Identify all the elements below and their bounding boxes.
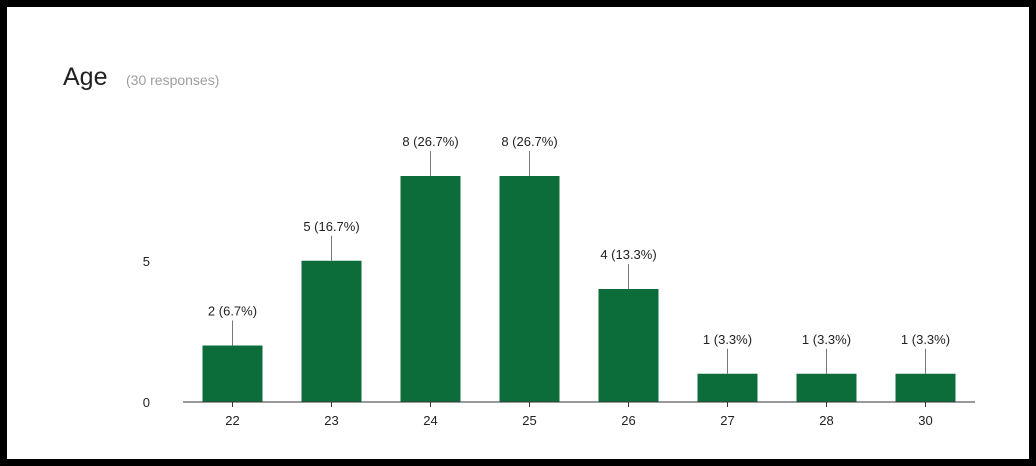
bar xyxy=(697,373,758,402)
x-tick-label: 24 xyxy=(423,413,437,428)
bar xyxy=(499,176,560,402)
data-label: 1 (3.3%) xyxy=(703,332,752,347)
data-label: 1 (3.3%) xyxy=(802,332,851,347)
chart-title: Age xyxy=(63,63,108,91)
bar xyxy=(598,289,659,402)
y-tick-label: 0 xyxy=(143,395,150,410)
bar xyxy=(796,373,857,402)
x-tick-label: 30 xyxy=(918,413,932,428)
x-tick-label: 26 xyxy=(621,413,635,428)
data-label: 8 (26.7%) xyxy=(501,134,557,149)
x-tick-label: 27 xyxy=(720,413,734,428)
response-count: (30 responses) xyxy=(126,72,220,88)
y-tick-label: 5 xyxy=(143,254,150,269)
bar xyxy=(895,373,956,402)
data-label: 4 (13.3%) xyxy=(600,247,656,262)
x-tick-label: 23 xyxy=(324,413,338,428)
bar xyxy=(400,176,461,402)
data-label: 1 (3.3%) xyxy=(901,332,950,347)
data-label: 5 (16.7%) xyxy=(303,219,359,234)
x-tick-label: 25 xyxy=(522,413,536,428)
bar xyxy=(301,260,362,402)
bar xyxy=(202,345,263,402)
x-tick-label: 22 xyxy=(225,413,239,428)
x-tick-label: 28 xyxy=(819,413,833,428)
data-label: 2 (6.7%) xyxy=(208,304,257,319)
data-label: 8 (26.7%) xyxy=(402,134,458,149)
